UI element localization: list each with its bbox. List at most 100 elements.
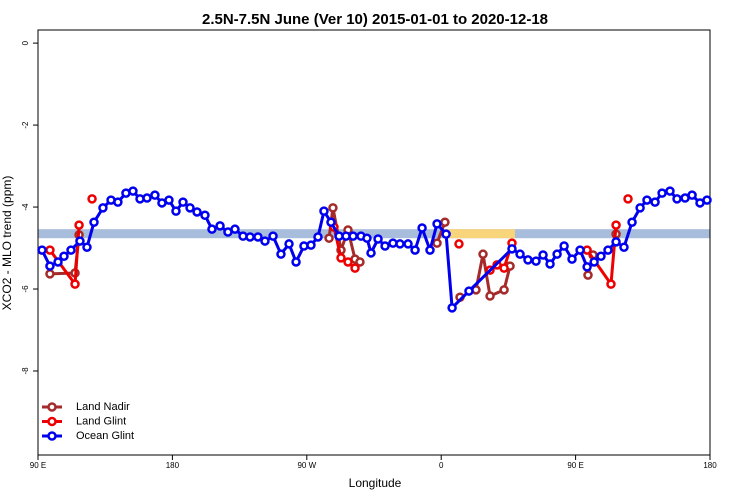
data-point	[432, 238, 442, 248]
data-point	[313, 232, 323, 242]
y-tick-label: -8	[21, 367, 30, 375]
data-point	[328, 203, 338, 213]
y-tick-label: -6	[21, 285, 30, 293]
data-point	[702, 195, 712, 205]
data-point	[268, 231, 278, 241]
data-point	[45, 261, 55, 271]
data-point	[306, 240, 316, 250]
data-point	[606, 279, 616, 289]
data-point	[66, 245, 76, 255]
data-point	[362, 233, 372, 243]
data-point	[291, 257, 301, 267]
data-point	[447, 303, 457, 313]
data-point	[657, 188, 667, 198]
x-tick-label: 90 E	[30, 461, 46, 470]
x-tick-label: 180	[166, 461, 180, 470]
data-point	[417, 223, 427, 233]
legend-swatch-point	[47, 431, 57, 441]
y-tick-label: 0	[21, 40, 30, 45]
x-tick-label: 90 W	[297, 461, 316, 470]
data-point	[627, 217, 637, 227]
data-point	[395, 239, 405, 249]
data-point	[575, 245, 585, 255]
data-point	[596, 251, 606, 261]
data-point	[355, 257, 365, 267]
legend-label: Land Nadir	[76, 401, 130, 413]
data-point	[611, 220, 621, 230]
data-point	[650, 197, 660, 207]
data-point	[45, 269, 55, 279]
data-point	[499, 285, 509, 295]
data-point	[366, 248, 376, 258]
data-point	[380, 241, 390, 251]
data-point	[326, 217, 336, 227]
data-point	[464, 286, 474, 296]
plot-frame	[37, 29, 711, 456]
legend-swatch-point	[47, 402, 57, 412]
data-point	[200, 210, 210, 220]
data-point	[531, 256, 541, 266]
data-point	[403, 239, 413, 249]
data-point	[343, 257, 353, 267]
data-point	[410, 245, 420, 255]
data-point	[75, 236, 85, 246]
data-point	[485, 291, 495, 301]
data-point	[552, 249, 562, 259]
data-point	[567, 254, 577, 264]
data-point	[642, 195, 652, 205]
data-point	[523, 255, 533, 265]
chart-title: 2.5N-7.5N June (Ver 10) 2015-01-01 to 20…	[202, 11, 548, 28]
data-point	[260, 236, 270, 246]
data-point	[440, 217, 450, 227]
data-point	[336, 253, 346, 263]
legend-swatch-point	[47, 416, 57, 427]
data-point	[215, 221, 225, 231]
band	[444, 229, 515, 239]
data-point	[142, 193, 152, 203]
data-point	[515, 249, 525, 259]
data-point	[113, 197, 123, 207]
data-point	[324, 233, 334, 243]
data-point	[478, 249, 488, 259]
data-point	[37, 245, 47, 255]
data-point	[507, 244, 517, 254]
data-point	[230, 224, 240, 234]
data-point	[425, 245, 435, 255]
data-point	[589, 257, 599, 267]
band	[38, 229, 710, 239]
data-point	[192, 207, 202, 217]
data-point	[454, 239, 464, 249]
y-tick-label: -2	[21, 121, 30, 129]
data-point	[623, 194, 633, 204]
data-point	[538, 250, 548, 260]
data-point	[665, 186, 675, 196]
data-point	[559, 241, 569, 251]
data-point	[185, 203, 195, 213]
data-point	[150, 190, 160, 200]
legend-label: Ocean Glint	[76, 430, 134, 442]
data-point	[276, 249, 286, 259]
data-point	[245, 232, 255, 242]
data-point	[253, 232, 263, 242]
x-tick-label: 90 E	[567, 461, 583, 470]
data-point	[171, 206, 181, 216]
data-point	[164, 195, 174, 205]
data-point	[89, 217, 99, 227]
x-tick-label: 180	[703, 461, 717, 470]
data-point	[432, 219, 442, 229]
y-axis-label: XCO2 - MLO trend (ppm)	[0, 176, 14, 311]
data-point	[128, 186, 138, 196]
data-point	[178, 197, 188, 207]
x-axis-label: Longitude	[349, 476, 402, 490]
data-point	[45, 245, 55, 255]
data-point	[207, 224, 217, 234]
data-point	[87, 194, 97, 204]
data-point	[59, 251, 69, 261]
data-point	[611, 237, 621, 247]
data-point	[348, 231, 358, 241]
data-point	[635, 203, 645, 213]
data-point	[582, 262, 592, 272]
data-point	[619, 242, 629, 252]
data-point	[70, 279, 80, 289]
